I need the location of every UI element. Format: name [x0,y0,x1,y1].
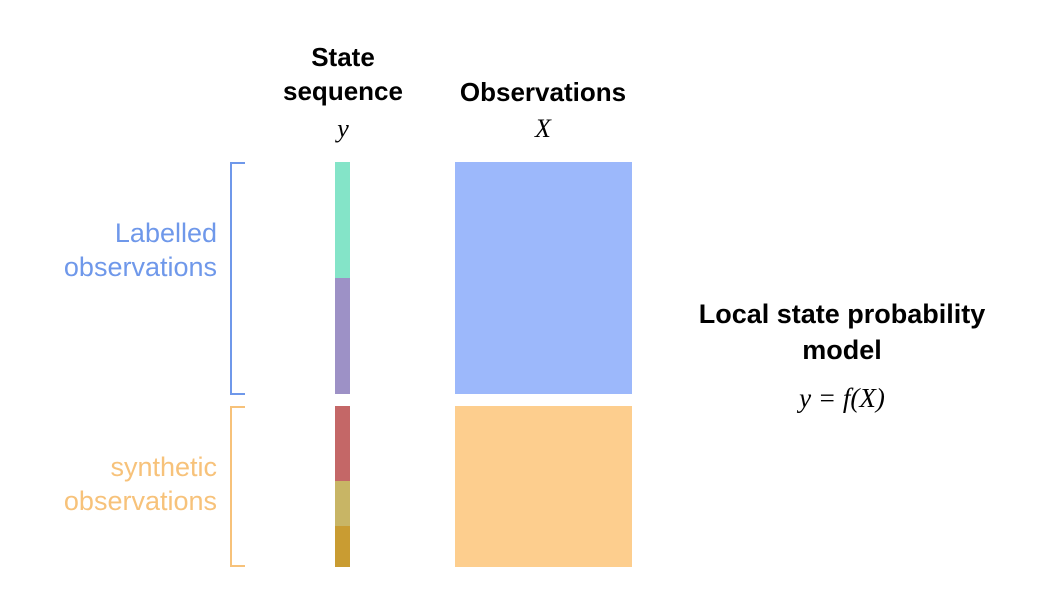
observations-block-synthetic [455,406,632,567]
synthetic-observations-label: synthetic observations [20,450,217,518]
state-segment-labelled-1 [335,162,350,278]
observations-variable: X [535,114,551,143]
state-variable: y [337,114,349,143]
state-segment-labelled-2 [335,278,350,394]
labelled-bracket [230,162,245,395]
model-title: Local state probability model [662,296,1022,368]
state-segment-synthetic-1 [335,406,350,481]
observations-block-labelled [455,162,632,394]
state-sequence-title-line2: sequence [283,76,403,106]
state-sequence-title: State sequence [263,40,423,108]
labelled-label-line2: observations [63,252,217,282]
state-sequence-title-line1: State [311,42,375,72]
model-equation: y = f(X) [799,383,885,413]
labelled-label-line1: Labelled [114,218,217,248]
model-title-line1: Local state probability [698,299,986,329]
state-segment-synthetic-3 [335,526,350,567]
model-title-line2: model [802,335,882,365]
labelled-observations-label: Labelled observations [20,216,217,284]
state-segment-synthetic-2 [335,481,350,526]
synthetic-label-line2: observations [63,486,217,516]
synthetic-bracket [230,406,245,567]
observations-title: Observations [459,77,627,107]
synthetic-label-line1: synthetic [110,452,217,482]
